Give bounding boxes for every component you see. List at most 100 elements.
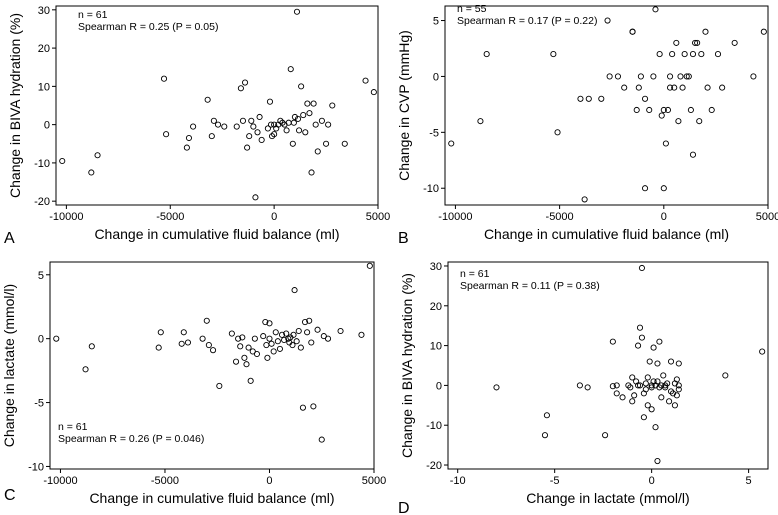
data-point [635, 84, 642, 91]
data-point [203, 317, 210, 324]
data-point [636, 324, 644, 331]
data-point [308, 339, 315, 346]
data-point [708, 106, 715, 114]
data-point [675, 118, 682, 125]
data-point [584, 384, 591, 391]
data-point [314, 148, 321, 155]
data-point [82, 366, 89, 373]
data-point [279, 119, 286, 126]
data-point [318, 436, 325, 443]
data-point [281, 336, 288, 343]
data-point [677, 73, 684, 80]
data-point [694, 39, 701, 46]
data-point [493, 384, 500, 391]
data-point [233, 123, 240, 130]
data-point [609, 383, 616, 390]
data-point [635, 342, 642, 349]
data-point [644, 374, 651, 381]
data-point [633, 106, 640, 114]
data-point [310, 100, 317, 107]
data-point [297, 344, 304, 351]
data-point [576, 382, 583, 389]
x-tick-label: -5000 [151, 475, 179, 487]
data-point [625, 382, 632, 389]
data-point [247, 377, 254, 384]
data-point [731, 39, 738, 46]
x-tick-label: -10000 [43, 475, 77, 487]
data-point [689, 51, 697, 58]
data-point [585, 95, 592, 102]
data-point [209, 347, 217, 354]
data-point [362, 77, 369, 84]
data-point [648, 406, 655, 413]
panel-label: B [398, 230, 409, 247]
data-point [53, 335, 60, 342]
data-point [685, 73, 692, 80]
data-point [243, 361, 250, 368]
data-point [299, 404, 306, 411]
x-tick-label: 0 [266, 475, 272, 487]
data-point [300, 112, 307, 119]
data-point [232, 358, 240, 365]
data-point [671, 402, 678, 409]
data-point [675, 386, 682, 393]
data-point [290, 119, 297, 126]
y-tick-label: 5 [433, 16, 439, 28]
y-tick-label: 10 [38, 81, 50, 93]
x-axis-title: Change in cumulative fluid balance (ml) [89, 490, 334, 506]
data-point [59, 157, 66, 165]
x-tick-label: 0 [649, 475, 655, 487]
data-point [276, 345, 283, 352]
y-tick-label: -5 [429, 127, 439, 139]
data-point [266, 320, 273, 327]
data-point [298, 83, 305, 90]
data-point [656, 338, 663, 345]
data-point [157, 329, 164, 336]
data-point [654, 378, 661, 385]
data-point [654, 457, 661, 465]
data-point [646, 358, 653, 365]
data-point [554, 129, 561, 136]
annotation-text: n = 61 [58, 421, 88, 433]
data-point [696, 118, 703, 125]
data-point [314, 326, 321, 333]
data-point [228, 330, 235, 337]
data-point [543, 412, 550, 419]
data-point [637, 73, 644, 80]
data-point [606, 73, 613, 80]
data-point [627, 384, 634, 391]
annotation-text: n = 61 [460, 268, 490, 280]
data-point [658, 112, 665, 119]
x-tick-label: 0 [271, 211, 277, 223]
data-point [638, 334, 645, 341]
y-tick-label: 0 [44, 120, 50, 132]
data-point [256, 113, 263, 121]
data-point [629, 374, 636, 381]
data-point [266, 335, 273, 342]
data-point [675, 382, 682, 389]
data-point [689, 151, 697, 158]
data-point [662, 382, 669, 389]
y-tick-label: -10 [34, 158, 50, 170]
y-tick-label: 10 [430, 341, 442, 353]
data-point [669, 51, 676, 58]
data-point [577, 95, 584, 102]
y-tick-label: 30 [38, 5, 50, 17]
y-axis-title: Change in BIVA hydration (%) [399, 273, 415, 458]
data-point [267, 121, 275, 128]
data-point [268, 340, 275, 347]
data-point [698, 51, 705, 58]
data-point [278, 331, 286, 338]
x-tick-label: 5 [746, 475, 752, 487]
data-point [94, 152, 101, 159]
data-point [644, 402, 651, 409]
data-point [664, 380, 671, 387]
data-point [253, 350, 260, 358]
data-point [274, 338, 281, 345]
data-point [667, 388, 675, 395]
data-point [306, 317, 313, 324]
y-tick-label: -10 [426, 420, 442, 432]
data-point [296, 127, 303, 134]
data-point [237, 343, 244, 350]
data-point [308, 169, 315, 176]
